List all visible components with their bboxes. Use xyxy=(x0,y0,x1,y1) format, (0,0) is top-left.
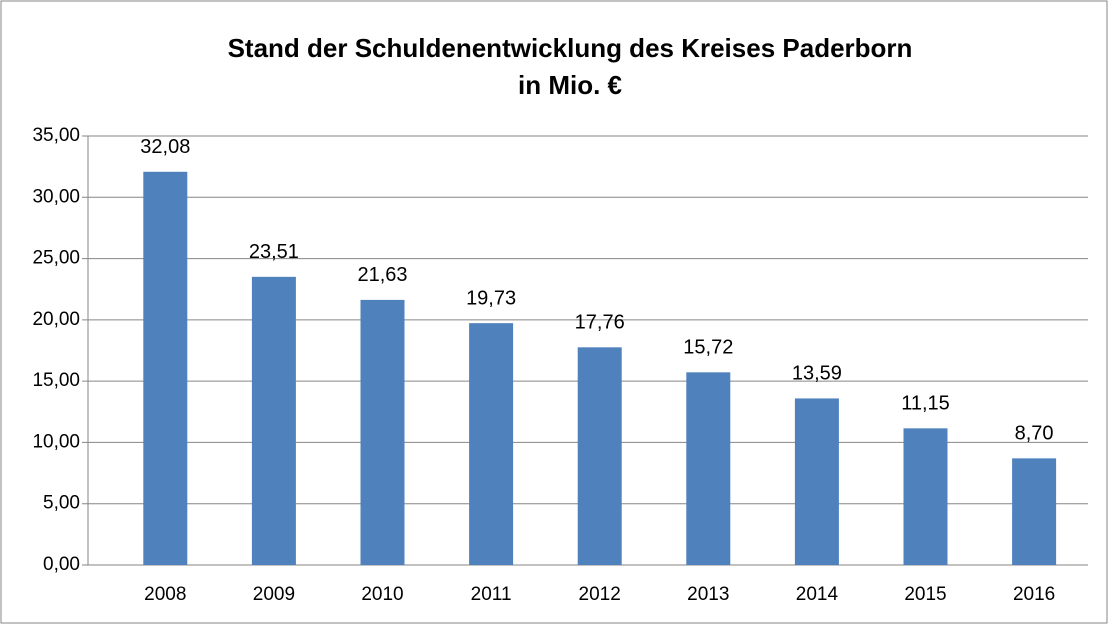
x-tick-label: 2016 xyxy=(1013,584,1055,605)
bar xyxy=(686,372,731,565)
y-tick-label: 10,00 xyxy=(32,431,80,452)
bar xyxy=(360,299,405,565)
y-tick-label: 20,00 xyxy=(32,309,80,330)
data-label: 13,59 xyxy=(792,363,842,385)
y-tick-label: 15,00 xyxy=(32,370,80,391)
bar xyxy=(903,428,948,565)
data-label: 21,63 xyxy=(357,264,407,286)
data-label: 11,15 xyxy=(901,393,950,415)
y-tick-label: 35,00 xyxy=(32,125,80,146)
x-tick-label: 2015 xyxy=(904,584,946,605)
bar xyxy=(1012,458,1057,565)
bar xyxy=(143,171,188,565)
y-tick-label: 5,00 xyxy=(43,493,80,514)
x-tick-label: 2014 xyxy=(796,584,839,605)
chart-title: Stand der Schuldenentwicklung des Kreise… xyxy=(228,33,913,63)
x-tick-label: 2009 xyxy=(253,584,295,605)
bar xyxy=(251,276,296,565)
x-tick-label: 2012 xyxy=(579,584,621,605)
y-tick-label: 25,00 xyxy=(32,248,80,269)
bar xyxy=(469,323,514,565)
chart-title: in Mio. € xyxy=(518,70,622,100)
x-tick-label: 2010 xyxy=(361,584,403,605)
y-tick-label: 30,00 xyxy=(32,186,80,207)
x-tick-label: 2008 xyxy=(144,584,186,605)
data-label: 17,76 xyxy=(575,312,625,334)
data-label: 19,73 xyxy=(466,287,516,309)
bar xyxy=(794,398,839,565)
y-tick-label: 0,00 xyxy=(43,554,80,575)
data-label: 15,72 xyxy=(683,337,733,359)
data-label: 23,51 xyxy=(249,241,299,263)
bar xyxy=(577,347,622,565)
x-tick-label: 2013 xyxy=(687,584,729,605)
data-label: 32,08 xyxy=(140,136,190,158)
data-label: 8,70 xyxy=(1015,423,1054,445)
x-tick-label: 2011 xyxy=(471,584,512,605)
